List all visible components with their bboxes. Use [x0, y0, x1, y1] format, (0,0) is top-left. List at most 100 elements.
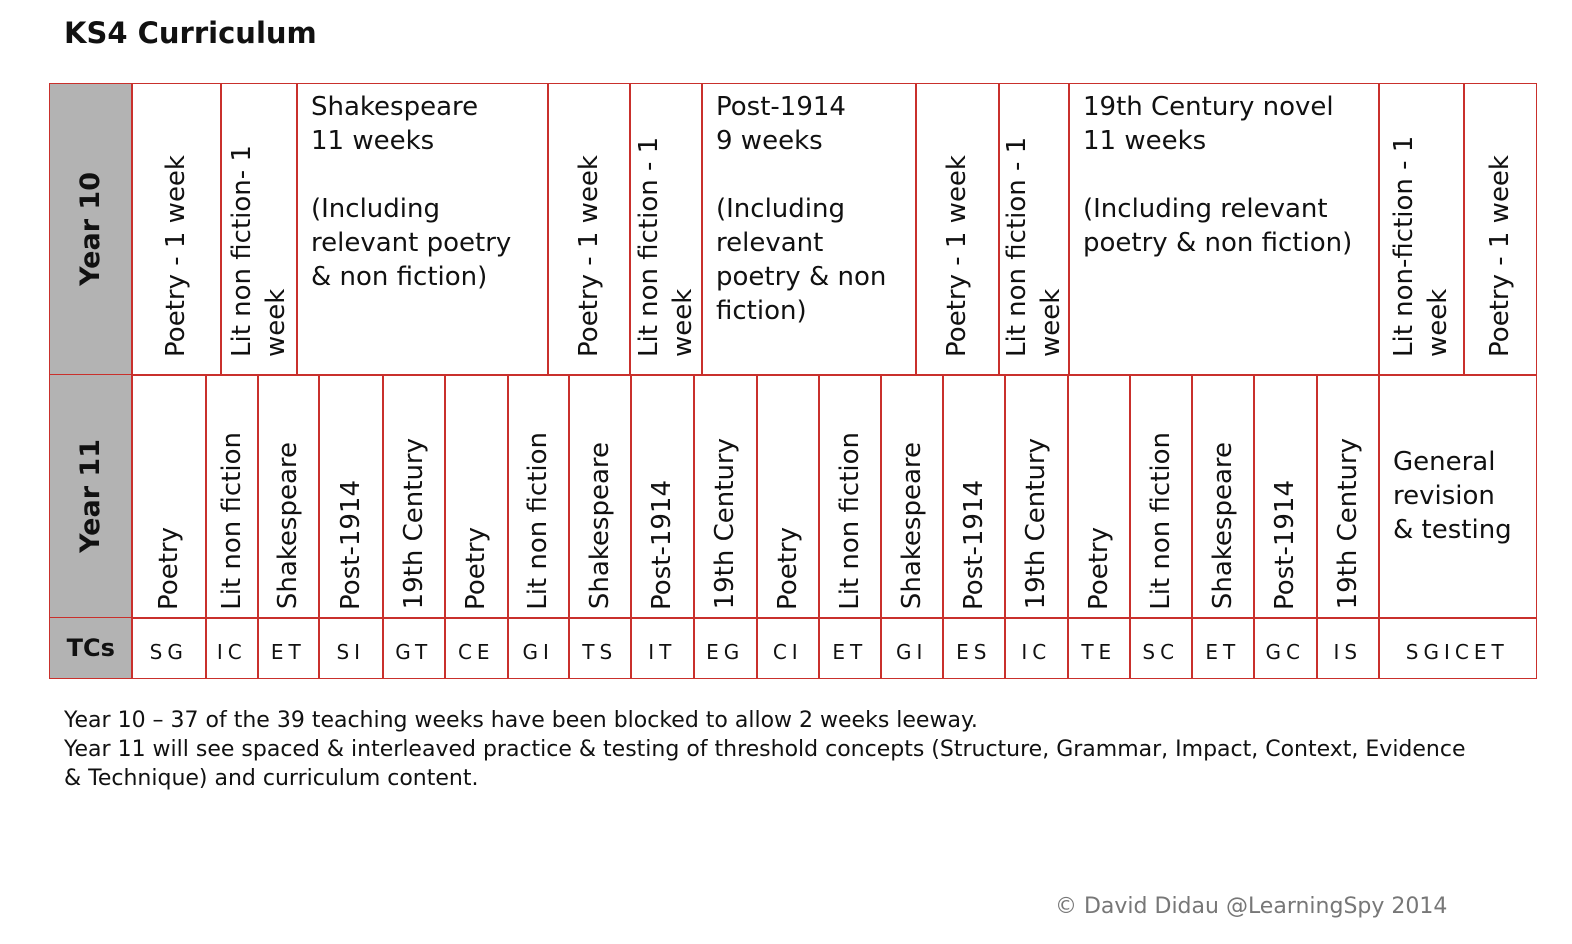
cell-text: Lit non fiction - 1 week [1001, 136, 1066, 357]
notes: Year 10 – 37 of the 39 teaching weeks ha… [64, 706, 1484, 793]
unit-title: Shakespeare [311, 92, 479, 122]
cell-text: Shakespeare [273, 442, 304, 610]
topic-cell: 19th Century [382, 374, 446, 619]
week-cell: Poetry - 1 week [547, 83, 631, 376]
topic-cell: Poetry [1067, 374, 1131, 619]
cell-text: ET [832, 639, 868, 664]
tc-cell: CI [756, 617, 820, 679]
row-header-text: Year 10 [75, 172, 107, 287]
cell-text: Lit non fiction - 1 week [633, 136, 698, 357]
cell-text: Lit non fiction- 1 week [226, 144, 291, 357]
topic-cell: 19th Century [693, 374, 758, 619]
week-cell: Poetry - 1 week [915, 83, 1000, 376]
week-cell: Lit non fiction - 1 week [998, 83, 1070, 376]
cell-text: Shakespeare [1207, 442, 1238, 610]
tc-cell: ET [257, 617, 320, 679]
cell-text: Poetry - 1 week [1484, 154, 1515, 357]
cell-text: CI [772, 639, 803, 664]
unit-note: (Including relevant poetry & non fiction… [311, 194, 512, 292]
tc-cell: GC [1253, 617, 1318, 679]
unit-cell: Shakespeare 11 weeks (Including relevant p… [296, 83, 549, 376]
topic-cell: Post-1914 [942, 374, 1006, 619]
cell-text: Post-1914 [1270, 479, 1301, 610]
topic-cell: Poetry [756, 374, 820, 619]
cell-text: ES [956, 639, 992, 664]
cell-text: IC [216, 639, 247, 664]
tc-cell: SC [1129, 617, 1193, 679]
topic-cell: Shakespeare [1191, 374, 1255, 619]
unit-note: (Including relevant poetry & non fiction… [1083, 194, 1353, 258]
week-cell: Lit non fiction- 1 week [220, 83, 298, 376]
row-header: Year 11 [49, 374, 133, 619]
cell-text: GC [1265, 639, 1305, 664]
topic-cell: Post-1914 [630, 374, 695, 619]
topic-cell: 19th Century [1316, 374, 1380, 619]
topic-cell: Post-1914 [1253, 374, 1318, 619]
tc-cell: EG [693, 617, 758, 679]
row-header: Year 10 [49, 83, 133, 376]
unit-duration: 9 weeks [716, 126, 823, 156]
cell-text: GT [395, 639, 433, 664]
topic-cell: Lit non fiction [818, 374, 882, 619]
cell-text: Post-1914 [958, 479, 989, 610]
cell-text: Post-1914 [647, 479, 678, 610]
unit-title: 19th Century novel [1083, 92, 1334, 122]
title: KS4 Curriculum [64, 16, 317, 50]
topic-cell: 19th Century [1004, 374, 1069, 619]
topic-cell: Shakespeare [568, 374, 632, 619]
tc-cell: ET [818, 617, 882, 679]
cell-text: SI [336, 639, 366, 664]
tc-cell: TS [568, 617, 632, 679]
tc-cell: SG [131, 617, 207, 679]
tc-cell: IC [1004, 617, 1069, 679]
cell-text: SG [149, 639, 188, 664]
topic-cell: Poetry [444, 374, 509, 619]
cell-text: IC [1021, 639, 1052, 664]
week-cell: Lit non fiction - 1 week [629, 83, 703, 376]
tc-cell: IC [205, 617, 259, 679]
cell-text: 19th Century [1332, 438, 1363, 610]
cell-text: Poetry - 1 week [942, 154, 973, 357]
cell-text: IT [648, 639, 677, 664]
cell-text: Lit non-fiction - 1 week [1389, 135, 1454, 357]
cell-text: Poetry [772, 526, 803, 610]
cell-text: ET [270, 639, 306, 664]
cell-text: Lit non fiction [1145, 431, 1176, 610]
unit-cell: 19th Century novel 11 weeks (Including rel… [1068, 83, 1380, 376]
note: Year 11 will see spaced & interleaved pr… [64, 737, 1466, 791]
week-cell: Lit non-fiction - 1 week [1378, 83, 1465, 376]
topic-cell: Shakespeare [257, 374, 320, 619]
cell-text: TE [1081, 639, 1117, 664]
unit-duration: 11 weeks [1083, 126, 1207, 156]
row-header-text: Year 11 [75, 439, 107, 554]
cell-text: Lit non fiction [834, 431, 865, 610]
topic-cell: Shakespeare [880, 374, 944, 619]
cell-text: Poetry [153, 526, 184, 610]
cell-text: TS [582, 639, 618, 664]
cell-text: Poetry [461, 526, 492, 610]
cell-text: Lit non fiction [523, 431, 554, 610]
cell-text: GI [522, 639, 554, 664]
tc-cell: GT [382, 617, 446, 679]
cell-text: 19th Century [398, 438, 429, 610]
unit-note: (Including relevant poetry & non fiction… [716, 194, 887, 326]
tc-cell: SGICET [1378, 617, 1537, 679]
tc-cell: ET [1191, 617, 1255, 679]
topic-cell: General revision & testing [1378, 374, 1537, 619]
tc-cell: ES [942, 617, 1006, 679]
tc-cell: CE [444, 617, 509, 679]
cell-text: Poetry - 1 week [573, 154, 604, 357]
unit-cell: Post-1914 9 weeks (Including relevant poet… [701, 83, 917, 376]
tc-cell: GI [507, 617, 570, 679]
tc-cell: TE [1067, 617, 1131, 679]
cell-text: EG [706, 639, 745, 664]
cell-text: 19th Century [710, 438, 741, 610]
row-header: TCs [49, 617, 133, 679]
tc-cell: IS [1316, 617, 1380, 679]
row-header-text: TCs [66, 633, 115, 662]
week-cell: Poetry - 1 week [131, 83, 222, 376]
cell-text: Poetry [1083, 526, 1114, 610]
footer: © David Didau @LearningSpy 2014 [1055, 894, 1448, 919]
cell-text: 19th Century [1021, 438, 1052, 610]
